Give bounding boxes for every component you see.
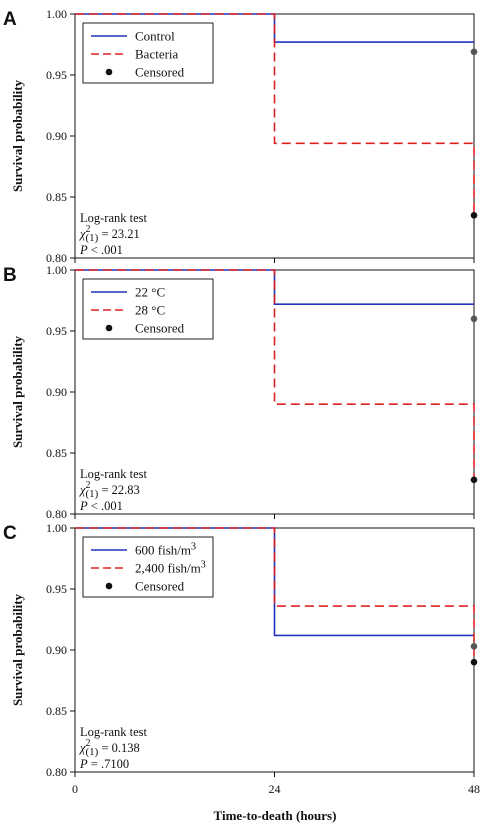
y-tick-label: 0.85 [46, 190, 67, 204]
panel-b: B 0.80 0.85 0.90 0.95 1.00 Survival probabilit… [3, 263, 478, 521]
panel-letter: B [3, 265, 17, 286]
y-tick-label: 0.85 [46, 704, 67, 718]
y-axis-title: Survival probability [10, 593, 25, 706]
legend-label: Censored [135, 321, 185, 336]
legend: Control Bacteria Censored [82, 22, 214, 84]
legend-label: 28 °C [135, 303, 165, 318]
stats-p-value: P < .001 [79, 499, 123, 513]
legend-box [82, 22, 214, 84]
legend-label: 600 fish/m3 [135, 542, 196, 558]
y-axis-title: Survival probability [10, 335, 25, 448]
y-tick-label: 0.80 [46, 251, 67, 265]
y-tick-label: 0.80 [46, 507, 67, 521]
censored-marker [470, 212, 478, 219]
stats-chi-square: χ2 (1) = 23.21 [79, 224, 140, 244]
x-axis-title: Time-to-death (hours) [214, 808, 337, 823]
censored-marker [470, 658, 478, 666]
y-tick-label: 0.90 [46, 385, 67, 399]
series-line [75, 527, 475, 663]
legend-label: 22 °C [135, 285, 165, 300]
x-tick-label: 0 [72, 782, 78, 796]
panel-letter: C [3, 523, 17, 544]
censored-marker [470, 315, 478, 323]
stats-p-value: P = .7100 [79, 757, 129, 771]
y-tick-label: 1.00 [46, 7, 67, 21]
y-tick-label: 0.95 [46, 68, 67, 82]
y-tick-label: 0.85 [46, 446, 67, 460]
y-tick-label: 1.00 [46, 263, 67, 277]
y-axis-title: Survival probability [10, 79, 25, 192]
legend-censored-marker [105, 582, 113, 590]
stats-title: Log-rank test [80, 725, 148, 739]
stats-chi-square: χ2 (1) = 22.83 [79, 480, 140, 500]
censored-marker [470, 476, 478, 484]
censored-marker [470, 643, 478, 650]
y-tick-label: 1.00 [46, 521, 67, 535]
legend-censored-marker [105, 68, 113, 76]
x-tick-label: 48 [468, 782, 480, 796]
legend-label: Bacteria [135, 47, 179, 62]
stats-chi-square: χ2 (1) = 0.138 [79, 738, 140, 758]
legend: 600 fish/m3 2,400 fish/m3 Censored [82, 536, 214, 598]
legend-label: Censored [135, 65, 185, 80]
legend-box [82, 278, 214, 340]
series-line [75, 13, 475, 216]
legend-label: Control [135, 29, 175, 44]
panel-a: A 0.80 0.85 0.90 0.95 1.00 Survival probabilit… [3, 7, 478, 265]
stats-title: Log-rank test [80, 467, 148, 481]
y-tick-label: 0.95 [46, 324, 67, 338]
legend: 22 °C 28 °C Censored [82, 278, 214, 340]
x-tick-label: 24 [269, 782, 281, 796]
panel-c: C 0.80 0.85 0.90 0.95 1.00 0 24 48 Survival proba… [3, 521, 480, 796]
y-tick-label: 0.90 [46, 129, 67, 143]
series-line [75, 269, 475, 480]
y-tick-label: 0.95 [46, 582, 67, 596]
legend-box [82, 536, 214, 598]
censored-marker [470, 48, 478, 56]
legend-label: 2,400 fish/m3 [135, 560, 206, 576]
legend-label: Censored [135, 579, 185, 594]
panel-letter: A [3, 9, 17, 30]
y-tick-label: 0.90 [46, 643, 67, 657]
stats-p-value: P < .001 [79, 243, 123, 257]
stats-title: Log-rank test [80, 211, 148, 225]
legend-censored-marker [105, 324, 113, 332]
y-tick-label: 0.80 [46, 765, 67, 779]
